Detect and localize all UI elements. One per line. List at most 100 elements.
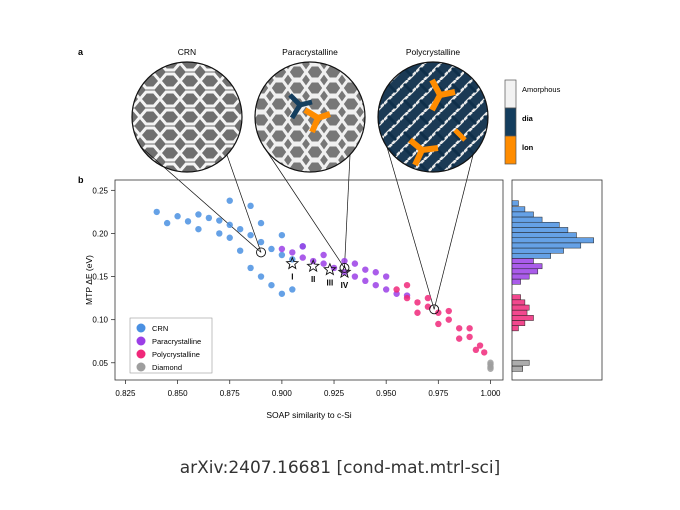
scatter-point — [299, 243, 306, 250]
connector-line — [433, 154, 474, 310]
scatter-point — [153, 208, 160, 216]
x-tick-label: 0.900 — [272, 389, 293, 398]
scatter-point — [466, 333, 473, 341]
connector-line — [344, 154, 351, 268]
crn-structure-image — [131, 61, 243, 173]
scatter-point — [414, 299, 421, 306]
x-tick-label: 0.925 — [324, 389, 345, 398]
star-marker-label: IV — [341, 281, 349, 290]
scatter-point — [362, 277, 369, 285]
connector-line — [140, 146, 262, 253]
scatter-point — [351, 260, 359, 267]
histogram-bar — [511, 299, 526, 306]
legend-swatch-dia — [504, 107, 517, 137]
histogram-bar — [511, 309, 528, 316]
x-axis: 0.825 0.850 0.875 0.900 0.925 0.950 0.975 1.000 — [115, 380, 501, 398]
scatter-point — [472, 346, 480, 354]
legend-label: Paracrystalline — [152, 337, 201, 346]
histogram — [511, 200, 594, 372]
histogram-bar — [511, 242, 582, 249]
legend-marker — [136, 336, 146, 346]
legend-label: Polycrystalline — [152, 350, 200, 359]
polycrystalline-structure-image — [377, 61, 489, 173]
y-tick-label: 0.10 — [92, 316, 108, 325]
scatter-point — [382, 273, 390, 280]
scatter-point — [195, 211, 202, 218]
histogram-bar — [511, 232, 577, 239]
x-tick-label: 1.000 — [480, 389, 501, 398]
scatter-point — [445, 307, 452, 315]
scatter-point — [226, 221, 233, 229]
connector-line — [263, 146, 345, 269]
scatter-point — [247, 231, 254, 239]
scatter-point — [174, 213, 181, 220]
histogram-bar — [511, 200, 519, 207]
histogram-bar — [511, 221, 560, 228]
y-tick-label: 0.20 — [92, 229, 108, 238]
legend-marker — [136, 349, 146, 359]
histogram-bar — [511, 365, 523, 372]
scatter-point — [216, 217, 223, 224]
histogram-bar — [511, 304, 530, 311]
structure-legend: Amorphous dia lon — [504, 79, 561, 165]
highlight-circle — [339, 262, 350, 273]
scatter-point — [351, 273, 359, 280]
histogram-bar — [511, 325, 519, 332]
scatter-point — [393, 286, 400, 293]
connector-lines — [140, 146, 474, 310]
paracrystalline-structure-image — [254, 61, 366, 173]
histogram-bar — [511, 247, 564, 254]
scatter-point — [278, 290, 286, 297]
scatter-legend: CRN Paracrystalline Polycrystalline Diamond — [129, 317, 213, 374]
scatter-point — [247, 202, 254, 210]
histogram-bar — [511, 253, 551, 259]
y-axis-label: MTP ΔE (eV) — [84, 255, 94, 305]
histogram-bar — [511, 359, 530, 366]
scatter-point — [320, 251, 327, 259]
scatter-point — [372, 281, 379, 289]
scatter-point — [372, 269, 379, 276]
scatter-point — [257, 273, 265, 280]
histogram-frame — [511, 179, 603, 381]
scatter-point — [341, 257, 348, 265]
histogram-bar — [511, 258, 534, 264]
y-axis: 0.05 0.10 0.15 0.20 0.25 — [92, 186, 115, 368]
legend-label-amorphous: Amorphous — [522, 85, 561, 94]
scatter-point — [205, 214, 213, 222]
star-marker-label: III — [327, 279, 334, 288]
title-polycrystalline: Polycrystalline — [406, 47, 461, 57]
scatter-point — [257, 238, 265, 246]
scatter-point — [445, 316, 452, 323]
star-marker — [306, 258, 321, 273]
scatter-point — [403, 294, 411, 302]
scatter-point — [403, 281, 411, 289]
scatter-point — [487, 359, 494, 366]
panel-label-b: b — [78, 175, 84, 185]
title-crn: CRN — [178, 47, 196, 57]
scatter-point — [257, 219, 265, 227]
histogram-bar — [511, 278, 521, 285]
x-tick-label: 0.850 — [168, 389, 189, 398]
scatter-point — [236, 247, 244, 254]
x-axis-label: SOAP similarity to c-Si — [266, 410, 351, 420]
legend-label: CRN — [152, 324, 168, 333]
scatter-point — [289, 286, 296, 293]
scatter-point — [278, 245, 286, 253]
histogram-bar — [511, 320, 526, 326]
scatter-point — [278, 251, 286, 259]
panel-label-a: a — [78, 47, 84, 57]
scatter-point — [216, 230, 223, 237]
arxiv-caption: arXiv:2407.16681 [cond-mat.mtrl-sci] — [179, 458, 501, 478]
histogram-bar — [511, 237, 594, 244]
legend-marker — [136, 323, 146, 333]
star-marker-label: I — [291, 273, 293, 282]
x-tick-label: 0.975 — [428, 389, 449, 398]
scatter-point — [435, 309, 442, 316]
legend-swatch-amorphous — [504, 79, 517, 109]
highlight-circle — [429, 304, 440, 315]
x-tick-label: 0.825 — [115, 389, 136, 398]
scatter-point — [236, 225, 244, 233]
scatter-point — [382, 286, 390, 293]
scatter-point — [268, 281, 275, 289]
